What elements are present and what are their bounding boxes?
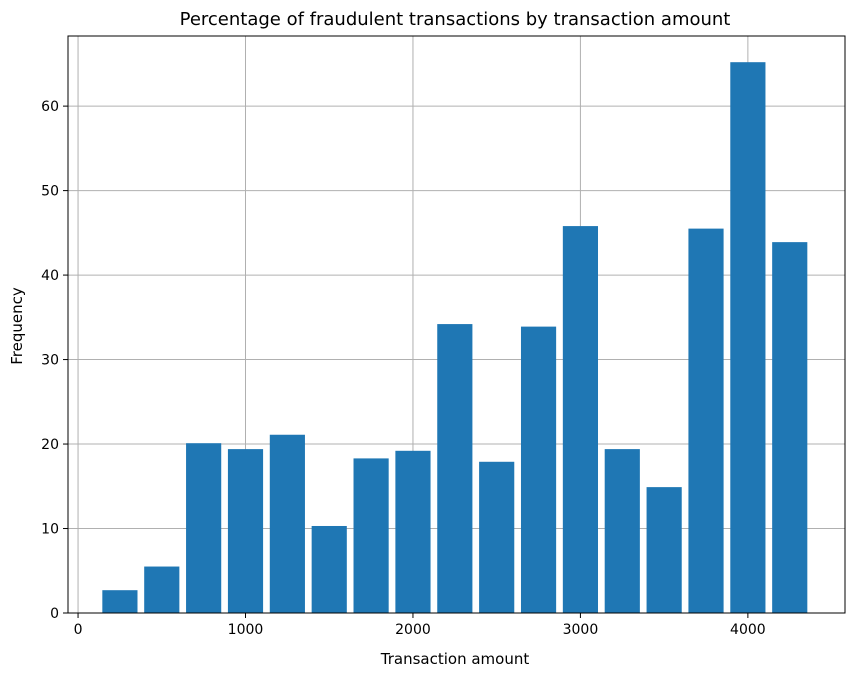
bar [479,461,515,613]
y-tick-label: 10 [41,522,59,538]
bar [562,226,599,614]
x-axis-label: Transaction amount [380,650,530,668]
y-axis-label: Frequency [8,287,26,365]
x-tick-label: 1000 [228,622,264,638]
chart-title: Percentage of fraudulent transactions by… [180,9,731,30]
y-tick-label: 20 [41,437,59,453]
y-tick-label: 60 [41,99,59,115]
bar [102,590,138,613]
x-tick-label: 4000 [730,622,766,638]
y-tick-label: 30 [41,353,59,369]
x-tick-label: 2000 [395,622,431,638]
y-tick-label: 50 [41,184,59,200]
bar [227,449,264,613]
y-axis: 0 10 20 30 40 50 60 [41,99,68,622]
bar [353,458,389,613]
y-tick-label: 0 [50,606,59,622]
bar [688,228,724,613]
plot-frame [67,35,846,614]
bar [772,242,808,613]
bar [604,449,640,613]
y-tick-label: 40 [41,268,59,284]
bar [730,62,766,614]
bar [144,566,180,613]
bar [520,326,557,613]
bar [395,450,431,613]
bar [269,434,305,613]
bars [102,62,808,614]
bar [186,443,222,613]
x-tick-label: 0 [74,622,83,638]
bar [437,324,473,613]
x-tick-label: 3000 [563,622,599,638]
bar [646,487,682,613]
bar [311,525,347,613]
x-axis: 0 1000 2000 3000 4000 [74,613,766,638]
